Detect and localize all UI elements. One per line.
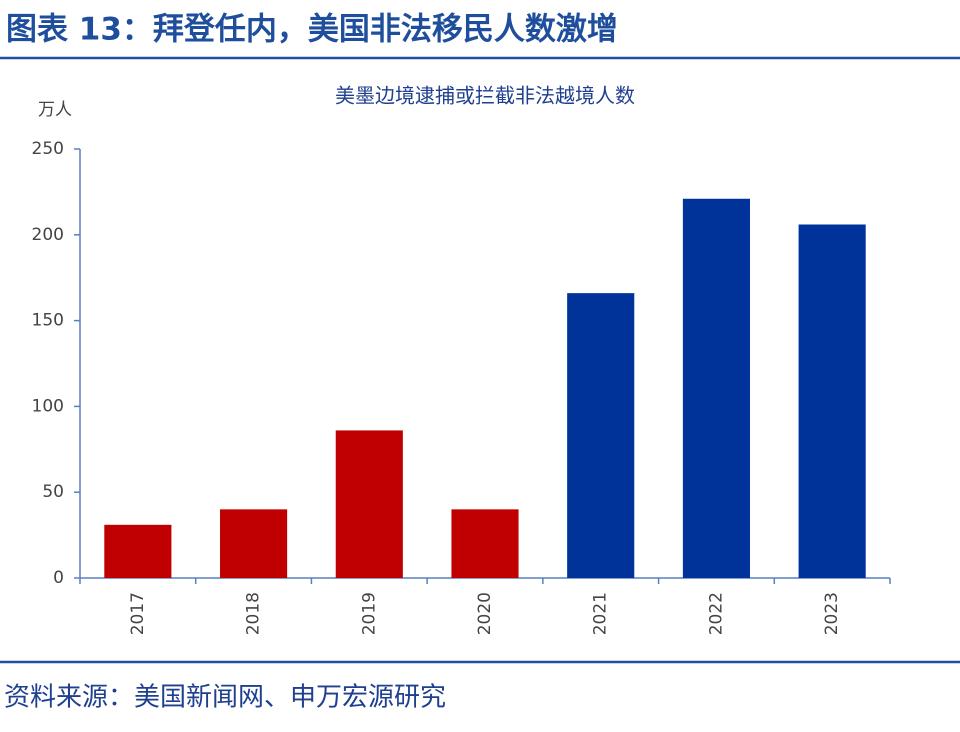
x-tick-label: 2019	[359, 592, 379, 635]
y-tick-label: 50	[42, 482, 64, 502]
x-tick-label: 2023	[822, 592, 842, 635]
y-tick-label: 100	[32, 396, 64, 416]
y-tick-label: 250	[32, 139, 64, 159]
bar	[220, 509, 288, 578]
x-tick-label: 2022	[706, 592, 726, 635]
bar	[567, 293, 635, 578]
x-tick-label: 2021	[591, 592, 611, 635]
bar	[451, 509, 519, 578]
y-tick-label: 150	[32, 311, 64, 331]
y-tick-label: 200	[32, 225, 64, 245]
bar	[335, 430, 403, 578]
y-unit-label: 万人	[38, 100, 72, 120]
x-tick-label: 2018	[244, 592, 264, 635]
bar	[798, 224, 866, 578]
source: 资料来源：美国新闻网、申万宏源研究	[4, 683, 446, 713]
figure-title: 图表 13：拜登任内，美国非法移民人数激增	[6, 12, 618, 48]
x-tick-label: 2020	[475, 592, 495, 635]
y-tick-label: 0	[53, 568, 64, 588]
bar	[104, 524, 172, 578]
bar	[682, 198, 750, 578]
x-tick-label: 2017	[128, 592, 148, 635]
chart-title: 美墨边境逮捕或拦截非法越境人数	[335, 84, 635, 108]
